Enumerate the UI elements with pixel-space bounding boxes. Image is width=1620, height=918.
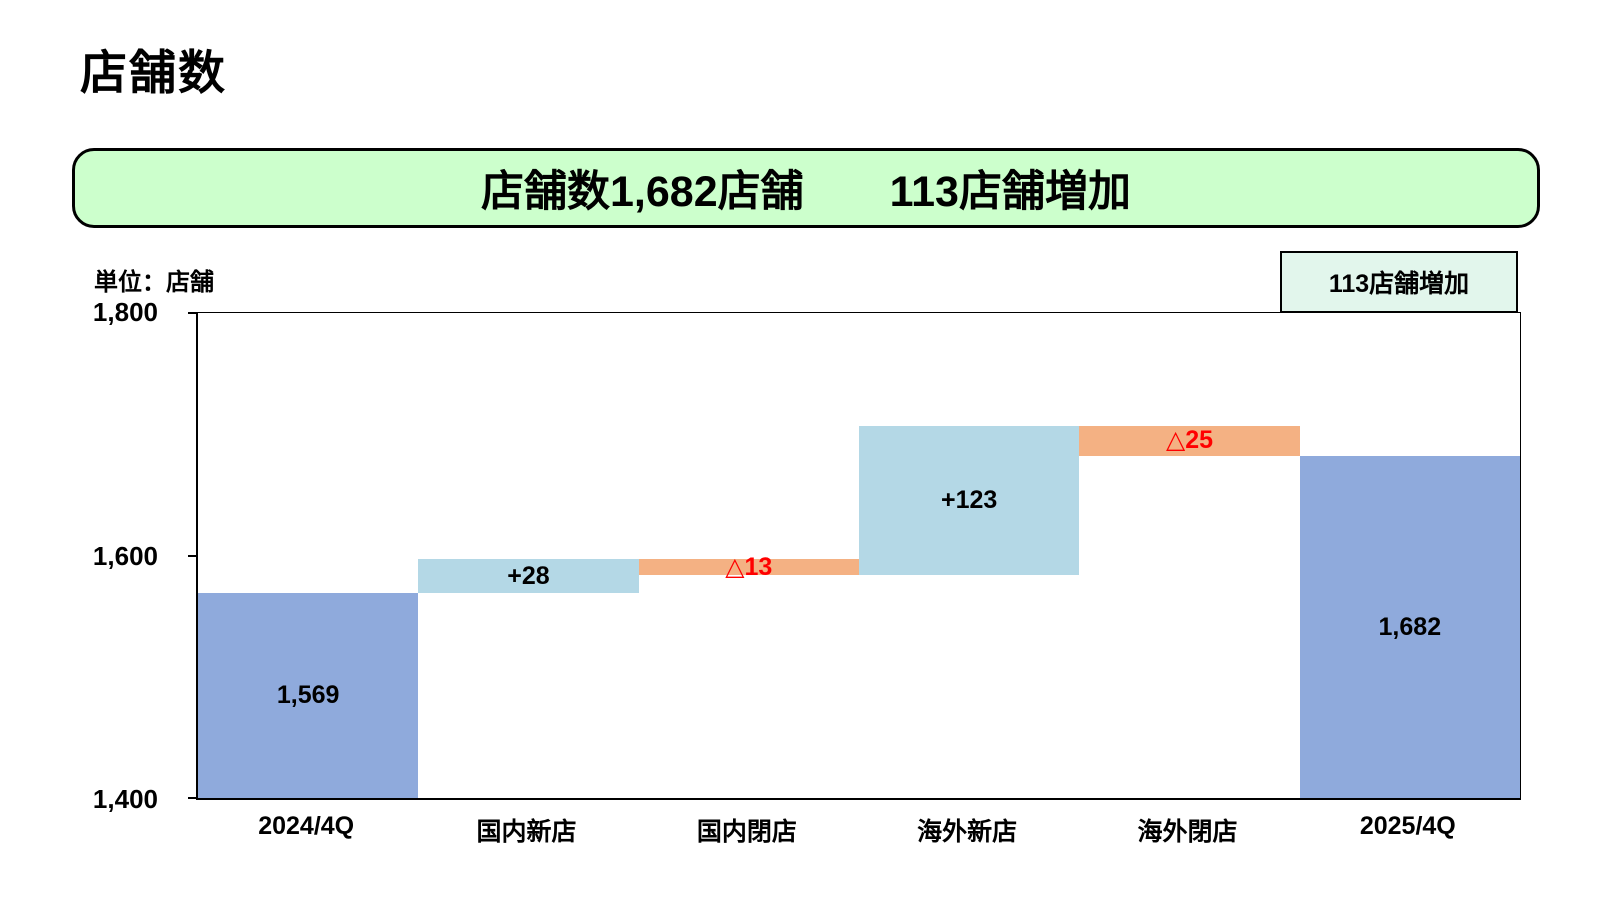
- x-axis-label: 国内新店: [476, 818, 577, 846]
- bar-label: +28: [507, 561, 550, 590]
- y-axis-label: 1,400: [92, 784, 158, 814]
- waterfall-bar-total: 1,682: [1299, 456, 1520, 798]
- waterfall-bar-decrease: △13: [638, 554, 859, 579]
- x-axis-label: 海外閉店: [1137, 818, 1238, 846]
- bar-label: 1,682: [1378, 612, 1442, 641]
- y-axis-tick: [188, 312, 196, 314]
- waterfall-bar-total: 1,569: [198, 593, 419, 798]
- unit-label: 単位：店舗: [94, 269, 214, 296]
- x-axis: 2024/4Q 国内新店 国内閉店 海外新店 海外閉店 2025/4Q: [196, 812, 1518, 848]
- headline-banner: 店舗数1,682店舗 113店舗増加: [72, 148, 1540, 228]
- bar-label: △13: [725, 552, 773, 581]
- x-axis-label: 2024/4Q: [258, 812, 355, 840]
- waterfall-bar-increase: +123: [859, 425, 1080, 575]
- waterfall-bar-increase: +28: [418, 559, 639, 594]
- x-axis-label: 国内閉店: [696, 818, 797, 846]
- headline-banner-text: 店舗数1,682店舗 113店舗増加: [481, 168, 1131, 216]
- plot-area: 1,569 +28 △13 +123 △25 1,682: [188, 312, 1521, 800]
- page-title: 店舗数: [80, 46, 227, 99]
- net-change-callout: 113店舗増加: [1280, 251, 1518, 313]
- net-change-callout-text: 113店舗増加: [1328, 270, 1470, 298]
- y-axis-tick: [188, 554, 196, 557]
- y-axis-label: 1,600: [92, 540, 158, 571]
- x-axis-label: 2025/4Q: [1359, 812, 1456, 840]
- waterfall-bar-decrease: △25: [1079, 425, 1300, 457]
- y-axis: 1,400 1,600 1,800: [0, 299, 188, 812]
- bar-label: +123: [941, 485, 998, 514]
- y-axis-tick: [188, 797, 196, 799]
- x-axis-label: 海外新店: [917, 818, 1018, 846]
- y-axis-label: 1,800: [92, 297, 158, 327]
- bar-label: △25: [1165, 426, 1214, 455]
- bar-label: 1,569: [276, 681, 340, 710]
